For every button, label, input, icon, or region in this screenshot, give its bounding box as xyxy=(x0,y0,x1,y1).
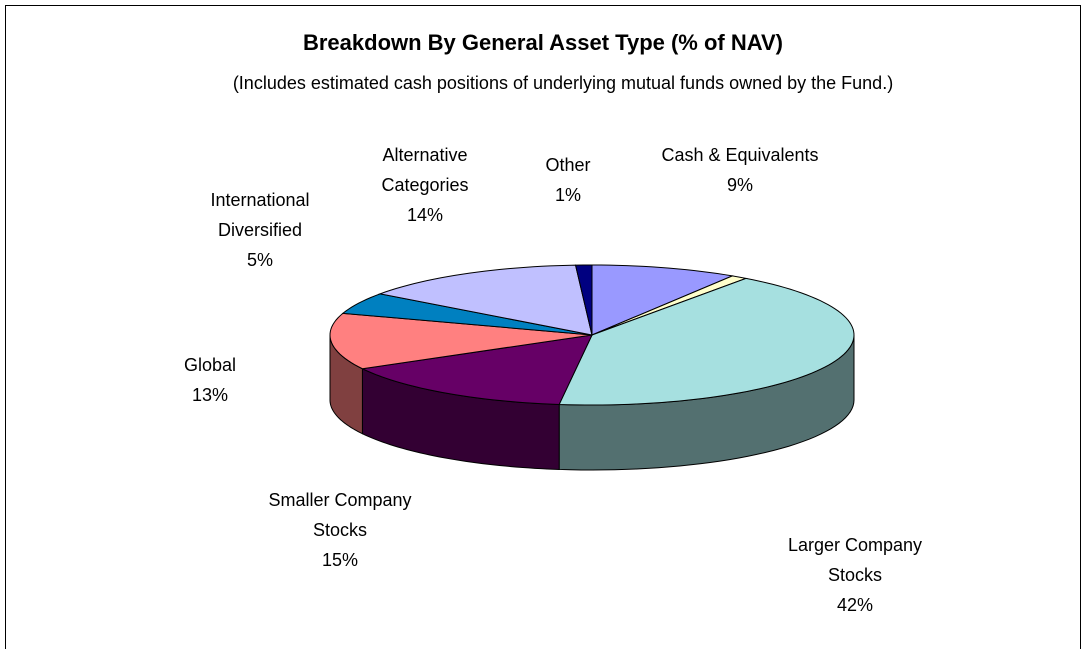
slice-label: Other 1% xyxy=(483,150,653,210)
pie-slice xyxy=(360,334,593,405)
slice-name: International Diversified xyxy=(210,190,310,240)
pie-slice xyxy=(341,293,593,336)
slice-name: Cash & Equivalents xyxy=(661,145,819,165)
pie-slice xyxy=(574,264,593,336)
slice-label: Larger Company Stocks 42% xyxy=(770,530,940,620)
slice-label: Global 13% xyxy=(125,350,295,410)
slice-value: 42% xyxy=(836,595,874,615)
slice-value: 5% xyxy=(246,250,273,270)
pie-slice xyxy=(558,277,855,406)
slice-value: 15% xyxy=(321,550,359,570)
chart-title: Breakdown By General Asset Type (% of NA… xyxy=(302,30,784,55)
slice-value: 9% xyxy=(726,175,753,195)
slice-label: Smaller Company Stocks 15% xyxy=(255,485,425,575)
slice-value: 14% xyxy=(406,205,444,225)
slice-label: International Diversified 5% xyxy=(175,185,345,275)
slice-label: Cash & Equivalents 9% xyxy=(655,140,825,200)
slice-label: Alternative Categories 14% xyxy=(340,140,510,230)
slice-name: Other xyxy=(545,155,591,175)
pie-slice xyxy=(591,264,735,336)
chart-frame xyxy=(5,5,1081,649)
pie-slice xyxy=(329,312,593,370)
slice-name: Global xyxy=(183,355,237,375)
slice-name: Alternative Categories xyxy=(381,145,469,195)
slice-name: Smaller Company Stocks xyxy=(268,490,412,540)
chart-subtitle: (Includes estimated cash positions of un… xyxy=(232,73,894,93)
slice-name: Larger Company Stocks xyxy=(787,535,923,585)
pie-slice xyxy=(378,264,593,336)
slice-value: 13% xyxy=(191,385,229,405)
slice-value: 1% xyxy=(554,185,581,205)
